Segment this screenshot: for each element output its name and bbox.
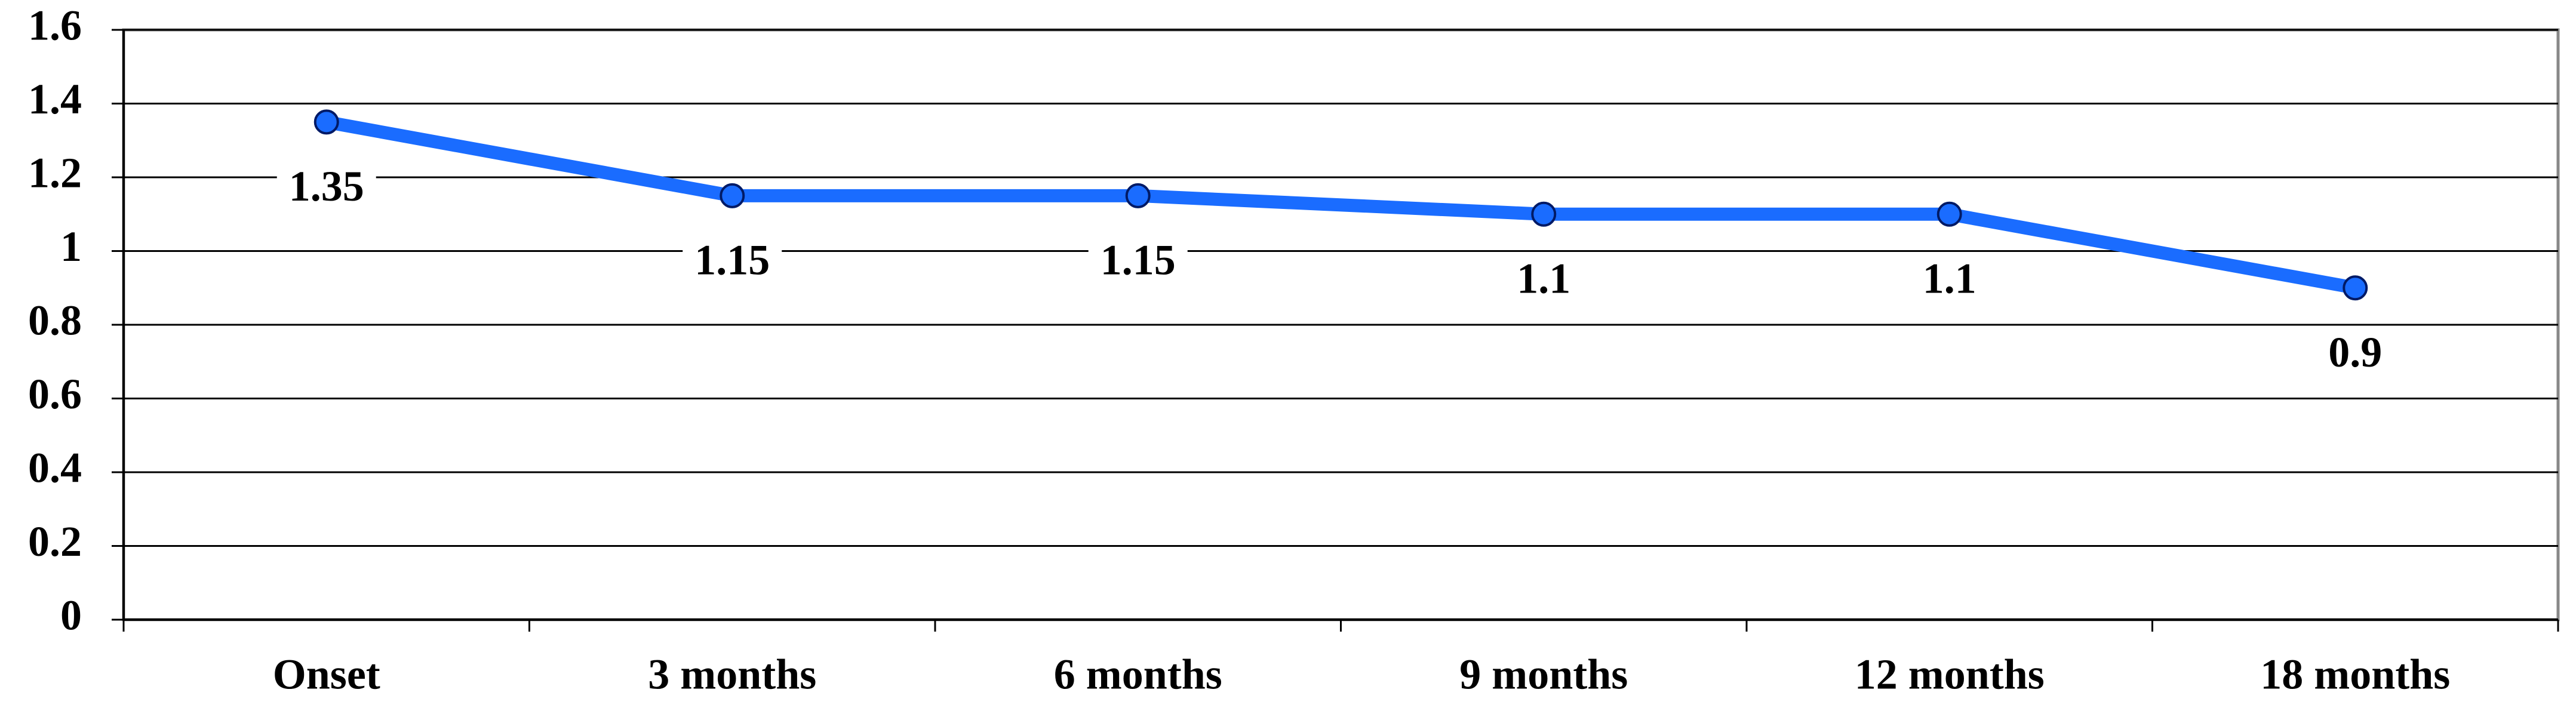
y-tick-label: 1 xyxy=(60,223,82,270)
y-tick-label: 1.2 xyxy=(28,149,82,197)
data-label: 0.9 xyxy=(2328,328,2382,376)
x-tick-label: 18 months xyxy=(2260,651,2450,698)
marker xyxy=(1125,183,1151,208)
data-label: 1.1 xyxy=(1517,254,1570,302)
x-tick-label: 12 months xyxy=(1855,651,2045,698)
data-label-bg xyxy=(1910,257,1988,308)
y-tick-label: 1.6 xyxy=(28,2,82,50)
line-series xyxy=(325,115,2357,295)
marker xyxy=(2343,275,2368,301)
y-tick-label: 0.2 xyxy=(28,518,82,565)
x-tick-label: 9 months xyxy=(1459,651,1628,698)
marker xyxy=(313,109,339,135)
y-tick-label: 0.8 xyxy=(28,297,82,344)
marker xyxy=(1531,201,1557,227)
data-label: 1.1 xyxy=(1923,254,1976,302)
marker xyxy=(720,183,745,208)
y-tick-label: 0.4 xyxy=(28,444,82,492)
x-tick-label: Onset xyxy=(273,651,380,698)
data-label-bg xyxy=(1088,239,1188,290)
data-label: 1.15 xyxy=(1101,236,1176,284)
x-tick-label: 3 months xyxy=(648,651,816,698)
data-label-bg xyxy=(2316,331,2394,382)
x-tick-label: 6 months xyxy=(1054,651,1222,698)
y-tick-label: 0 xyxy=(60,592,82,639)
data-label-bg xyxy=(276,165,376,216)
y-tick-label: 0.6 xyxy=(28,370,82,418)
y-tick-label: 1.4 xyxy=(28,75,82,123)
data-label-bg xyxy=(1505,257,1583,308)
data-label: 1.15 xyxy=(694,236,770,284)
data-label-bg xyxy=(683,239,782,290)
data-label: 1.35 xyxy=(289,162,364,210)
marker xyxy=(1936,201,1962,227)
